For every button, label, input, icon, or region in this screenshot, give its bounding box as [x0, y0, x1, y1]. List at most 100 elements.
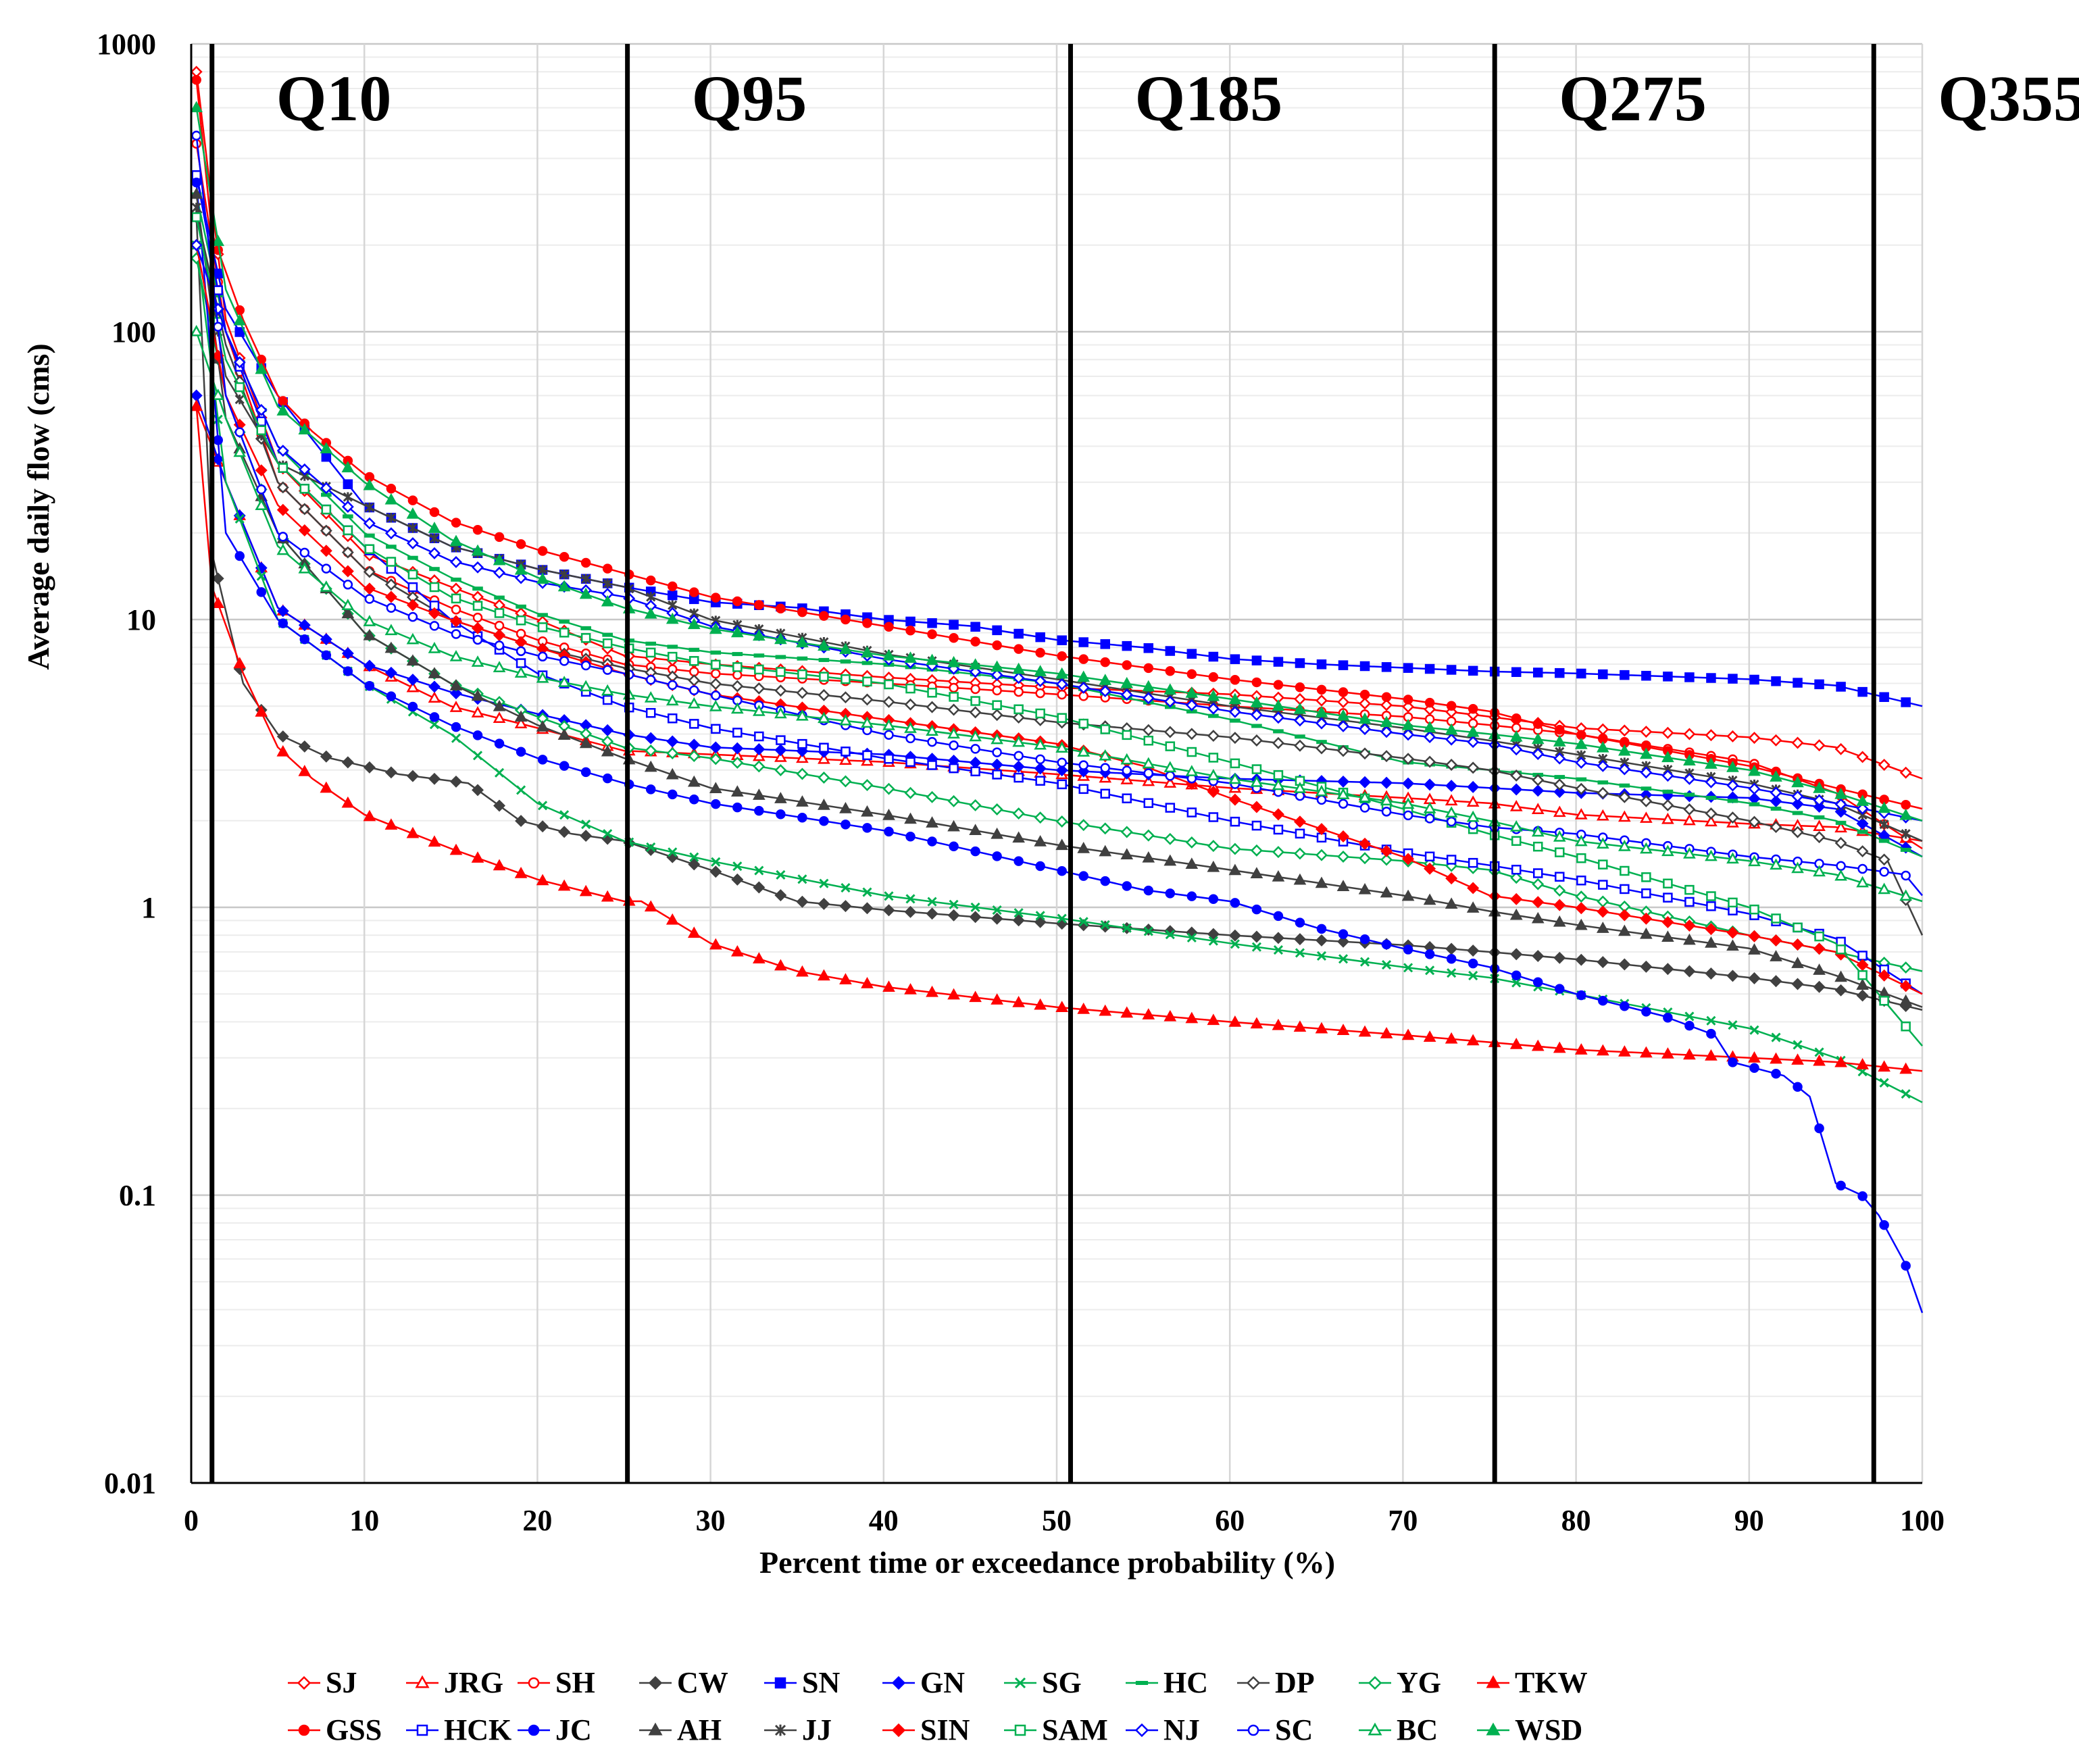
data-point — [1878, 853, 1890, 866]
data-point — [514, 866, 528, 878]
data-point — [1423, 1030, 1436, 1042]
data-point — [1770, 950, 1782, 961]
data-point — [406, 826, 420, 838]
data-point — [1165, 888, 1176, 899]
data-point — [947, 988, 960, 1000]
data-point — [1035, 776, 1045, 786]
data-point — [1748, 943, 1761, 955]
data-point — [1726, 939, 1739, 951]
data-point — [1814, 679, 1824, 690]
series-wsd — [190, 101, 1923, 822]
data-point — [1899, 994, 1912, 1006]
data-point — [1163, 776, 1177, 788]
data-point — [321, 451, 332, 462]
data-point — [1467, 882, 1480, 894]
data-point — [1446, 816, 1457, 827]
data-point — [991, 758, 1003, 771]
data-point — [1424, 949, 1435, 959]
data-point — [926, 985, 938, 997]
data-point — [1208, 672, 1219, 682]
data-point — [882, 782, 895, 795]
x-tick-label: 90 — [1734, 1504, 1764, 1537]
data-point — [645, 707, 656, 718]
data-point — [516, 539, 526, 549]
data-point — [1683, 919, 1696, 932]
data-point — [754, 805, 764, 816]
data-point — [1532, 896, 1545, 909]
data-point — [363, 565, 376, 578]
data-point — [709, 700, 722, 711]
data-point — [1272, 736, 1284, 749]
data-point — [1381, 939, 1392, 950]
data-point — [1597, 786, 1609, 799]
legend-item-sc: SC — [1237, 1713, 1313, 1746]
data-point — [1359, 747, 1372, 760]
data-point — [429, 720, 440, 730]
legend-label: DP — [1275, 1666, 1315, 1699]
data-point — [841, 883, 851, 893]
data-point — [559, 656, 570, 666]
data-point — [1012, 760, 1025, 773]
data-point — [1446, 954, 1457, 964]
data-point — [1575, 953, 1588, 966]
data-point — [1359, 803, 1370, 813]
series-sin — [190, 238, 1923, 995]
data-point — [1705, 849, 1718, 861]
data-point — [1424, 697, 1435, 708]
data-point — [1447, 968, 1457, 978]
data-point — [1078, 637, 1088, 647]
legend-label: YG — [1397, 1666, 1441, 1699]
data-point — [1099, 845, 1112, 857]
data-point — [1661, 915, 1674, 928]
data-point — [1122, 881, 1132, 891]
data-point — [1445, 897, 1458, 909]
legend-label: SJ — [326, 1666, 357, 1699]
data-point — [1100, 788, 1110, 799]
data-point — [797, 813, 807, 823]
data-point — [1143, 768, 1154, 778]
data-point — [1814, 931, 1824, 942]
data-point — [1705, 729, 1718, 742]
data-point — [1597, 956, 1609, 969]
data-point — [1316, 694, 1328, 707]
data-point — [1163, 726, 1176, 738]
data-point — [191, 177, 201, 188]
data-point — [276, 543, 290, 555]
data-point — [580, 633, 591, 643]
data-point — [797, 656, 808, 661]
data-point — [1100, 724, 1110, 734]
data-point — [991, 669, 1003, 681]
data-point — [1618, 763, 1631, 776]
data-point — [796, 709, 809, 721]
data-point — [1857, 951, 1868, 961]
data-point — [429, 533, 440, 543]
data-point — [255, 499, 268, 511]
series-tkw — [190, 399, 1923, 1074]
data-point — [1380, 776, 1393, 789]
data-point — [1185, 1011, 1199, 1024]
data-point — [406, 599, 419, 611]
data-point — [1661, 812, 1674, 824]
data-point — [602, 638, 613, 649]
data-point — [754, 731, 764, 742]
data-point — [1683, 754, 1696, 766]
data-point — [1230, 816, 1241, 827]
data-point — [514, 666, 528, 678]
data-point — [882, 719, 895, 730]
data-point — [1077, 819, 1090, 832]
data-point — [861, 779, 874, 791]
data-point — [1705, 757, 1718, 769]
legend-label: TKW — [1515, 1666, 1588, 1699]
data-point — [1099, 920, 1111, 933]
data-point — [601, 684, 614, 696]
data-point — [298, 561, 311, 574]
data-point — [1728, 674, 1738, 684]
data-point — [1316, 924, 1327, 934]
data-point — [472, 525, 483, 535]
data-point — [471, 544, 484, 556]
data-point — [1272, 870, 1285, 882]
data-point — [1683, 773, 1696, 785]
data-point — [1055, 741, 1069, 753]
data-point — [363, 582, 376, 595]
data-point — [1380, 794, 1393, 806]
